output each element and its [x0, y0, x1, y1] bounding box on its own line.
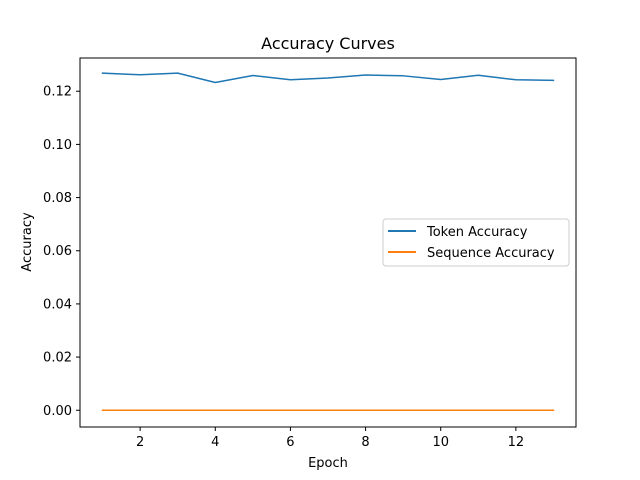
y-axis-label: Accuracy	[20, 212, 35, 272]
y-tick-label: 0.10	[43, 138, 72, 153]
y-axis-ticks: 0.00 0.02 0.04 0.06 0.08 0.10 0.12	[43, 85, 80, 419]
x-axis-ticks: 2 4 6 8 10 12	[136, 427, 524, 450]
plot-frame	[79, 57, 577, 428]
y-tick-label: 0.02	[43, 351, 72, 366]
series-layer	[101, 72, 555, 411]
series-line-token-accuracy	[101, 72, 555, 84]
legend-label-token-accuracy: Token Accuracy	[426, 225, 528, 240]
y-tick-label: 0.06	[43, 244, 72, 259]
x-tick-label: 6	[286, 435, 294, 450]
x-tick-label: 8	[361, 435, 369, 450]
y-tick-label: 0.08	[43, 191, 72, 206]
chart-title: Accuracy Curves	[261, 34, 395, 53]
x-tick-label: 2	[136, 435, 144, 450]
y-tick-label: 0.00	[43, 404, 72, 419]
y-tick-label: 0.04	[43, 297, 72, 312]
x-axis-label: Epoch	[308, 456, 348, 471]
legend-box	[382, 218, 570, 267]
legend-label-sequence-accuracy: Sequence Accuracy	[427, 246, 555, 261]
x-tick-label: 10	[432, 435, 449, 450]
x-tick-label: 4	[211, 435, 219, 450]
legend: Token Accuracy Sequence Accuracy	[382, 218, 570, 267]
y-tick-label: 0.12	[43, 85, 72, 100]
x-tick-label: 12	[508, 435, 525, 450]
